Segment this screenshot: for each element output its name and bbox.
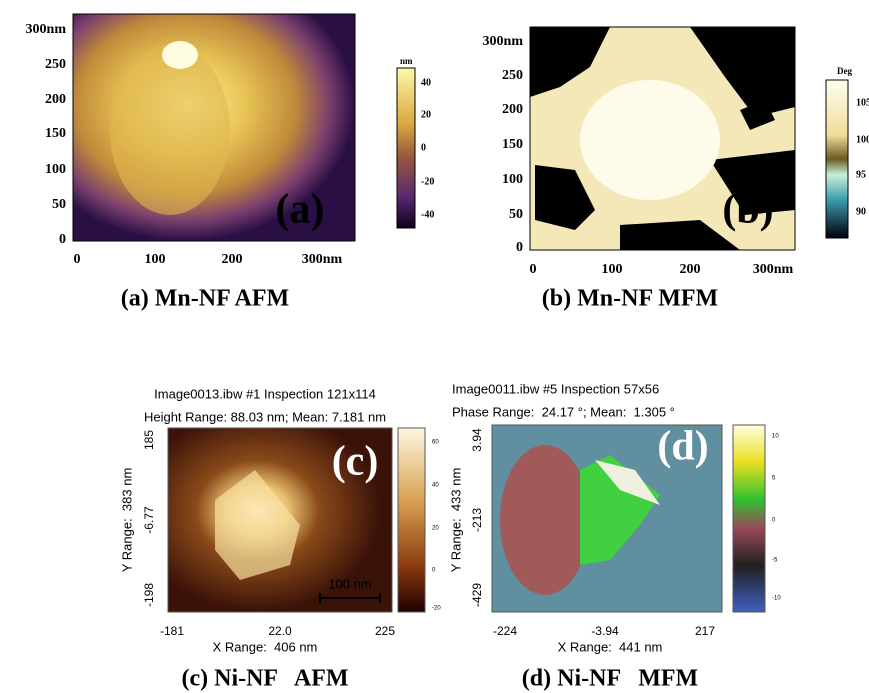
x-tick-label: 100 <box>602 262 623 277</box>
panel-label: (b) <box>722 187 773 233</box>
colorbar-tick-label: -40 <box>421 209 434 220</box>
colorbar-tick-label: 5 <box>772 476 776 482</box>
y-axis-label: Y Range: 433 nm <box>448 468 463 573</box>
x-tick-label: 0 <box>530 262 537 277</box>
colorbar <box>397 427 426 613</box>
y-tick-label: -6.77 <box>142 506 156 534</box>
y-tick-label: 185 <box>142 430 156 450</box>
colorbar-tick-label: 90 <box>856 206 866 217</box>
y-tick-label: 200 <box>502 102 523 117</box>
caption: (c) Ni-NF AFM <box>181 666 348 692</box>
x-axis-label: X Range: 406 nm <box>213 639 318 654</box>
colorbar-tick-label: 0 <box>772 518 776 524</box>
colorbar-tick-label: 40 <box>421 77 431 88</box>
colorbar-tick-label: 0 <box>421 142 426 153</box>
y-tick-label: 300nm <box>483 34 524 49</box>
x-tick-label: 217 <box>695 624 715 638</box>
colorbar-tick-label: 105 <box>856 97 869 108</box>
colorbar <box>396 67 416 229</box>
y-tick-label: -198 <box>142 583 156 607</box>
x-tick-label: -181 <box>160 624 184 638</box>
caption: (d) Ni-NF MFM <box>522 666 698 692</box>
colorbar-unit: nm <box>400 56 413 66</box>
x-tick-label: 300nm <box>753 262 794 277</box>
colorbar-tick-label: 0 <box>432 568 436 574</box>
x-tick-label: -224 <box>493 624 517 638</box>
x-tick-label: -3.94 <box>591 624 619 638</box>
colorbar-tick-label: 20 <box>432 526 439 532</box>
y-tick-label: 50 <box>52 197 66 212</box>
mfm-image <box>529 26 796 251</box>
y-tick-label: 150 <box>502 137 523 152</box>
colorbar-tick-label: 40 <box>432 483 439 489</box>
y-tick-label: 250 <box>502 68 523 83</box>
colorbar <box>732 424 766 613</box>
colorbar-tick-label: -10 <box>772 596 781 602</box>
y-tick-label: 200 <box>45 92 66 107</box>
x-tick-label: 22.0 <box>268 624 292 638</box>
colorbar-tick-label: 60 <box>432 440 439 446</box>
afm-image <box>167 427 393 613</box>
y-tick-label: 50 <box>509 207 523 222</box>
y-tick-label: 100 <box>45 162 66 177</box>
x-tick-label: 225 <box>375 624 395 638</box>
caption: (b) Mn-NF MFM <box>542 286 718 312</box>
x-tick-label: 200 <box>222 252 243 267</box>
afm-image <box>72 13 356 242</box>
colorbar-tick-label: 100 <box>856 134 869 145</box>
x-axis-label: X Range: 441 nm <box>558 639 663 654</box>
x-tick-label: 100 <box>145 252 166 267</box>
y-tick-label: -429 <box>470 583 484 607</box>
y-tick-label: 0 <box>516 240 523 255</box>
y-tick-label: 250 <box>45 57 66 72</box>
colorbar-unit: Deg <box>837 66 852 76</box>
colorbar-tick-label: -5 <box>772 558 778 564</box>
x-tick-label: 300nm <box>302 252 343 267</box>
caption: (a) Mn-NF AFM <box>121 286 289 312</box>
x-tick-label: 200 <box>680 262 701 277</box>
y-tick-label: -213 <box>470 508 484 532</box>
colorbar-tick-label: 10 <box>772 434 779 440</box>
image-header: Image0011.ibw #5 Inspection 57x56 <box>452 381 659 396</box>
colorbar-tick-label: 95 <box>856 169 866 180</box>
scale-bar-label: 100 nm <box>328 576 371 591</box>
panel-label: (a) <box>276 187 325 233</box>
image-header: Image0013.ibw #1 Inspection 121x114 <box>154 386 376 401</box>
image-header: Height Range: 88.03 nm; Mean: 7.181 nm <box>144 409 386 424</box>
mfm-image <box>491 424 723 613</box>
colorbar-tick-label: -20 <box>421 176 434 187</box>
y-tick-label: 300nm <box>26 22 67 37</box>
y-tick-label: 0 <box>59 232 66 247</box>
panel-label: (c) <box>332 439 379 485</box>
colorbar <box>825 79 849 239</box>
y-tick-label: 100 <box>502 172 523 187</box>
colorbar-tick-label: 20 <box>421 109 431 120</box>
colorbar-tick-label: -20 <box>432 606 441 612</box>
image-header: Phase Range: 24.17 °; Mean: 1.305 ° <box>452 404 675 419</box>
x-tick-label: 0 <box>74 252 81 267</box>
panel-label: (d) <box>657 424 708 470</box>
y-tick-label: 3.94 <box>470 428 484 452</box>
y-tick-label: 150 <box>45 126 66 141</box>
y-axis-label: Y Range: 383 nm <box>119 468 134 573</box>
